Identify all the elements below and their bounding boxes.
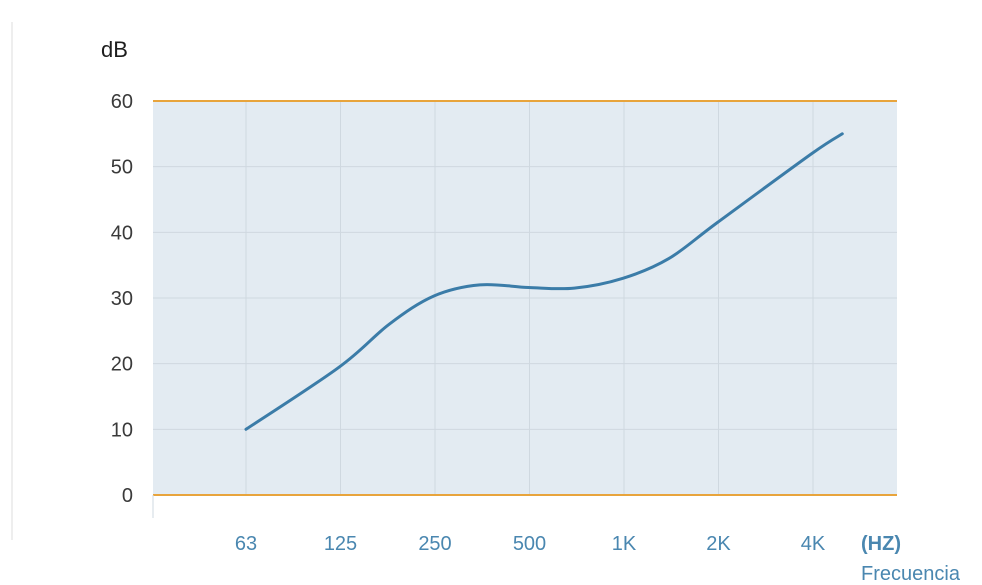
- x-axis-label: Frecuencia: [861, 563, 961, 585]
- x-tick-labels: 63 125 250 500 1K 2K 4K: [235, 533, 826, 555]
- y-tick-label: 30: [111, 288, 133, 310]
- y-tick-label: 40: [111, 222, 133, 244]
- y-tick-label: 10: [111, 419, 133, 441]
- y-tick-label: 50: [111, 157, 133, 179]
- x-tick-label: 4K: [801, 533, 826, 555]
- y-tick-label: 20: [111, 354, 133, 376]
- x-tick-label: 250: [418, 533, 451, 555]
- x-tick-label: 125: [324, 533, 357, 555]
- y-tick-labels: 0 10 20 30 40 50 60: [111, 91, 133, 507]
- grid-lines: [153, 101, 897, 495]
- y-tick-label: 60: [111, 91, 133, 113]
- y-tick-label: 0: [122, 485, 133, 507]
- y-axis-label: dB: [101, 37, 128, 62]
- boundary-lines: [153, 100, 897, 496]
- x-tick-label: 63: [235, 533, 257, 555]
- x-tick-label: 500: [513, 533, 546, 555]
- x-axis-unit: (HZ): [861, 533, 901, 555]
- x-tick-label: 1K: [612, 533, 637, 555]
- x-tick-label: 2K: [706, 533, 731, 555]
- series-line: [244, 132, 844, 431]
